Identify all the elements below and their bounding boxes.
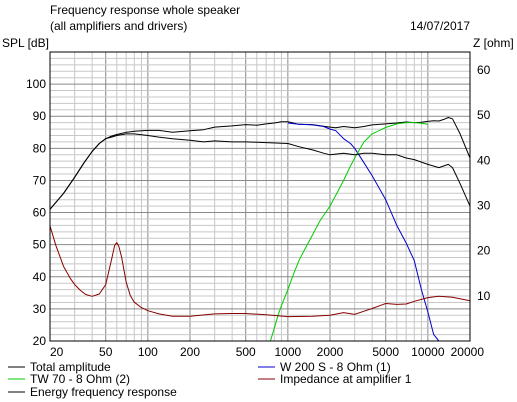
series-line-3 [269, 122, 428, 342]
x-tick-label: 50 [99, 345, 113, 359]
x-tick-label: 1000 [275, 345, 302, 359]
series-group [49, 117, 471, 342]
left-y-tick-label: 20 [33, 334, 47, 348]
chart-subtitle: (all amplifiers and drivers) [50, 19, 187, 33]
x-tick-label: 10000 [411, 345, 445, 359]
x-tick-label: 2000 [317, 345, 344, 359]
left-y-tick-label: 30 [33, 302, 47, 316]
series-line-4 [49, 225, 471, 318]
right-y-tick-label: 50 [477, 108, 491, 122]
series-line-1 [49, 117, 471, 210]
plot-border [49, 51, 471, 342]
right-axis-label: Z [ohm] [473, 36, 514, 50]
left-y-tick-label: 70 [33, 173, 47, 187]
x-tick-label: 100 [138, 345, 158, 359]
legend-label: Impedance at amplifier 1 [280, 372, 412, 386]
right-y-tick-label: 40 [477, 153, 491, 167]
chart-title: Frequency response whole speaker [50, 3, 240, 17]
grid [50, 52, 470, 341]
legend-label: TW 70 - 8 Ohm (2) [30, 372, 130, 386]
left-y-tick-label: 100 [26, 77, 46, 91]
x-tick-label: 20 [50, 345, 64, 359]
x-tick-label: 5000 [372, 345, 399, 359]
left-axis-label: SPL [dB] [2, 36, 49, 50]
tick-labels: 20 50 100 200 500 1000 2000 5000 10000 20000 20 30 4… [26, 63, 491, 359]
x-tick-label: 20000 [451, 345, 485, 359]
legend-label: W 200 S - 8 Ohm (1) [280, 360, 391, 374]
x-tick-label: 500 [236, 345, 256, 359]
series-line-5 [49, 133, 471, 210]
right-y-tick-label: 60 [477, 63, 491, 77]
right-y-tick-label: 20 [477, 244, 491, 258]
chart-date: 14/07/2017 [410, 19, 470, 33]
left-y-tick-label: 80 [33, 141, 47, 155]
legend-label: Total amplitude [30, 360, 111, 374]
series-line-2 [287, 122, 470, 342]
left-y-tick-label: 60 [33, 206, 47, 220]
left-y-tick-label: 90 [33, 109, 47, 123]
left-y-tick-label: 50 [33, 238, 47, 252]
legend-label: Energy frequency response [30, 385, 177, 399]
right-y-tick-label: 30 [477, 199, 491, 213]
right-y-tick-label: 10 [477, 289, 491, 303]
x-tick-label: 200 [180, 345, 200, 359]
left-y-tick-label: 40 [33, 270, 47, 284]
